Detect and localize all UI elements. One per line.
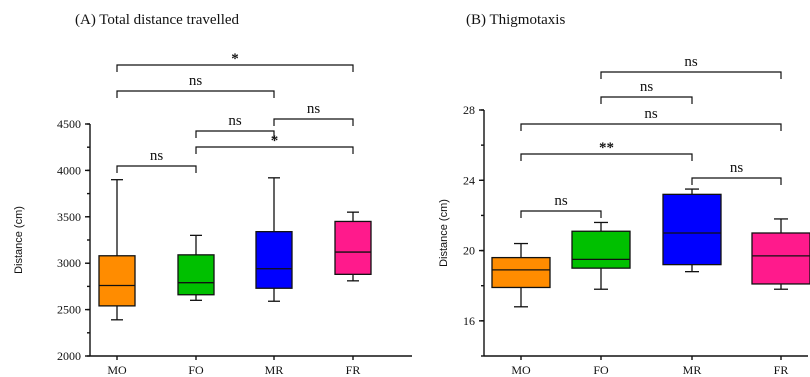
bracket-line — [520, 210, 602, 218]
x-tick-label: FO — [188, 363, 204, 377]
bracket-line — [116, 90, 275, 98]
significance-bracket: ns — [600, 54, 782, 79]
box-mr — [255, 177, 293, 302]
x-tick-label: MR — [683, 363, 702, 377]
x-tick-label: FO — [593, 363, 609, 377]
y-tick-label: 4500 — [57, 117, 81, 131]
x-tick-label: MR — [265, 363, 284, 377]
box-mo — [98, 179, 136, 321]
significance-bracket: ** — [520, 140, 693, 161]
significance-bracket: ns — [116, 73, 275, 98]
box-fo — [571, 221, 631, 290]
box-iqr — [751, 232, 810, 285]
bracket-line — [195, 146, 354, 154]
chart-title: (B) Thigmotaxis — [466, 12, 565, 28]
bracket-line — [520, 123, 782, 131]
box-iqr — [662, 193, 722, 266]
box-iqr — [177, 254, 215, 296]
significance-label: ns — [684, 54, 698, 70]
significance-bracket: ns — [691, 160, 782, 185]
bracket-line — [600, 96, 693, 104]
bracket-line — [691, 177, 782, 185]
y-tick-label: 2500 — [57, 303, 81, 317]
significance-bracket: ns — [520, 193, 602, 218]
significance-bracket: ns — [273, 101, 354, 126]
box-mo — [491, 242, 551, 308]
chart-panel-a: (A) Total distance travelled Distance (cm… — [13, 12, 412, 377]
bracket-line — [116, 64, 354, 72]
y-tick-label: 3000 — [57, 256, 81, 270]
significance-label: ns — [307, 101, 321, 117]
box-fr — [751, 218, 810, 290]
bracket-line — [195, 130, 275, 138]
significance-label: ns — [644, 106, 658, 122]
y-tick-label: 24 — [463, 173, 475, 187]
box-mr — [662, 188, 722, 273]
box-iqr — [255, 230, 293, 289]
box-fo — [177, 234, 215, 301]
y-tick-label: 28 — [463, 103, 475, 117]
significance-label: ns — [554, 193, 568, 209]
bracket-line — [600, 71, 782, 79]
box-iqr — [98, 255, 136, 307]
significance-bracket: * — [116, 51, 354, 72]
box-fr — [334, 211, 372, 282]
significance-label: ns — [228, 113, 242, 129]
significance-label: ** — [599, 140, 614, 156]
bracket-line — [520, 153, 693, 161]
box-iqr — [571, 230, 631, 269]
significance-bracket: ns — [520, 106, 782, 131]
significance-label: ns — [189, 73, 203, 89]
bracket-line — [116, 165, 197, 173]
y-axis-label: Distance (cm) — [438, 199, 450, 267]
y-axis-label: Distance (cm) — [13, 206, 25, 274]
x-tick-label: MO — [511, 363, 531, 377]
chart-panel-b: (B) Thigmotaxis Distance (cm) 16 20 24 28 MO FO… — [438, 12, 810, 377]
significance-label: ns — [150, 148, 164, 164]
significance-label: * — [271, 133, 279, 149]
significance-bracket: ns — [116, 148, 197, 173]
box-iqr — [491, 256, 551, 289]
significance-label: ns — [640, 79, 654, 95]
y-tick-label: 20 — [463, 244, 475, 258]
y-tick-label: 16 — [463, 314, 475, 328]
significance-label: * — [231, 51, 239, 67]
significance-bracket: * — [195, 133, 354, 154]
x-tick-label: FR — [774, 363, 789, 377]
significance-label: ns — [730, 160, 744, 176]
box-iqr — [334, 220, 372, 275]
chart-title: (A) Total distance travelled — [75, 12, 240, 28]
x-tick-label: MO — [107, 363, 127, 377]
y-tick-label: 2000 — [57, 349, 81, 363]
x-tick-label: FR — [346, 363, 361, 377]
bracket-line — [273, 118, 354, 126]
significance-bracket: ns — [195, 113, 275, 138]
y-tick-label: 3500 — [57, 210, 81, 224]
y-tick-label: 4000 — [57, 163, 81, 177]
significance-bracket: ns — [600, 79, 693, 104]
